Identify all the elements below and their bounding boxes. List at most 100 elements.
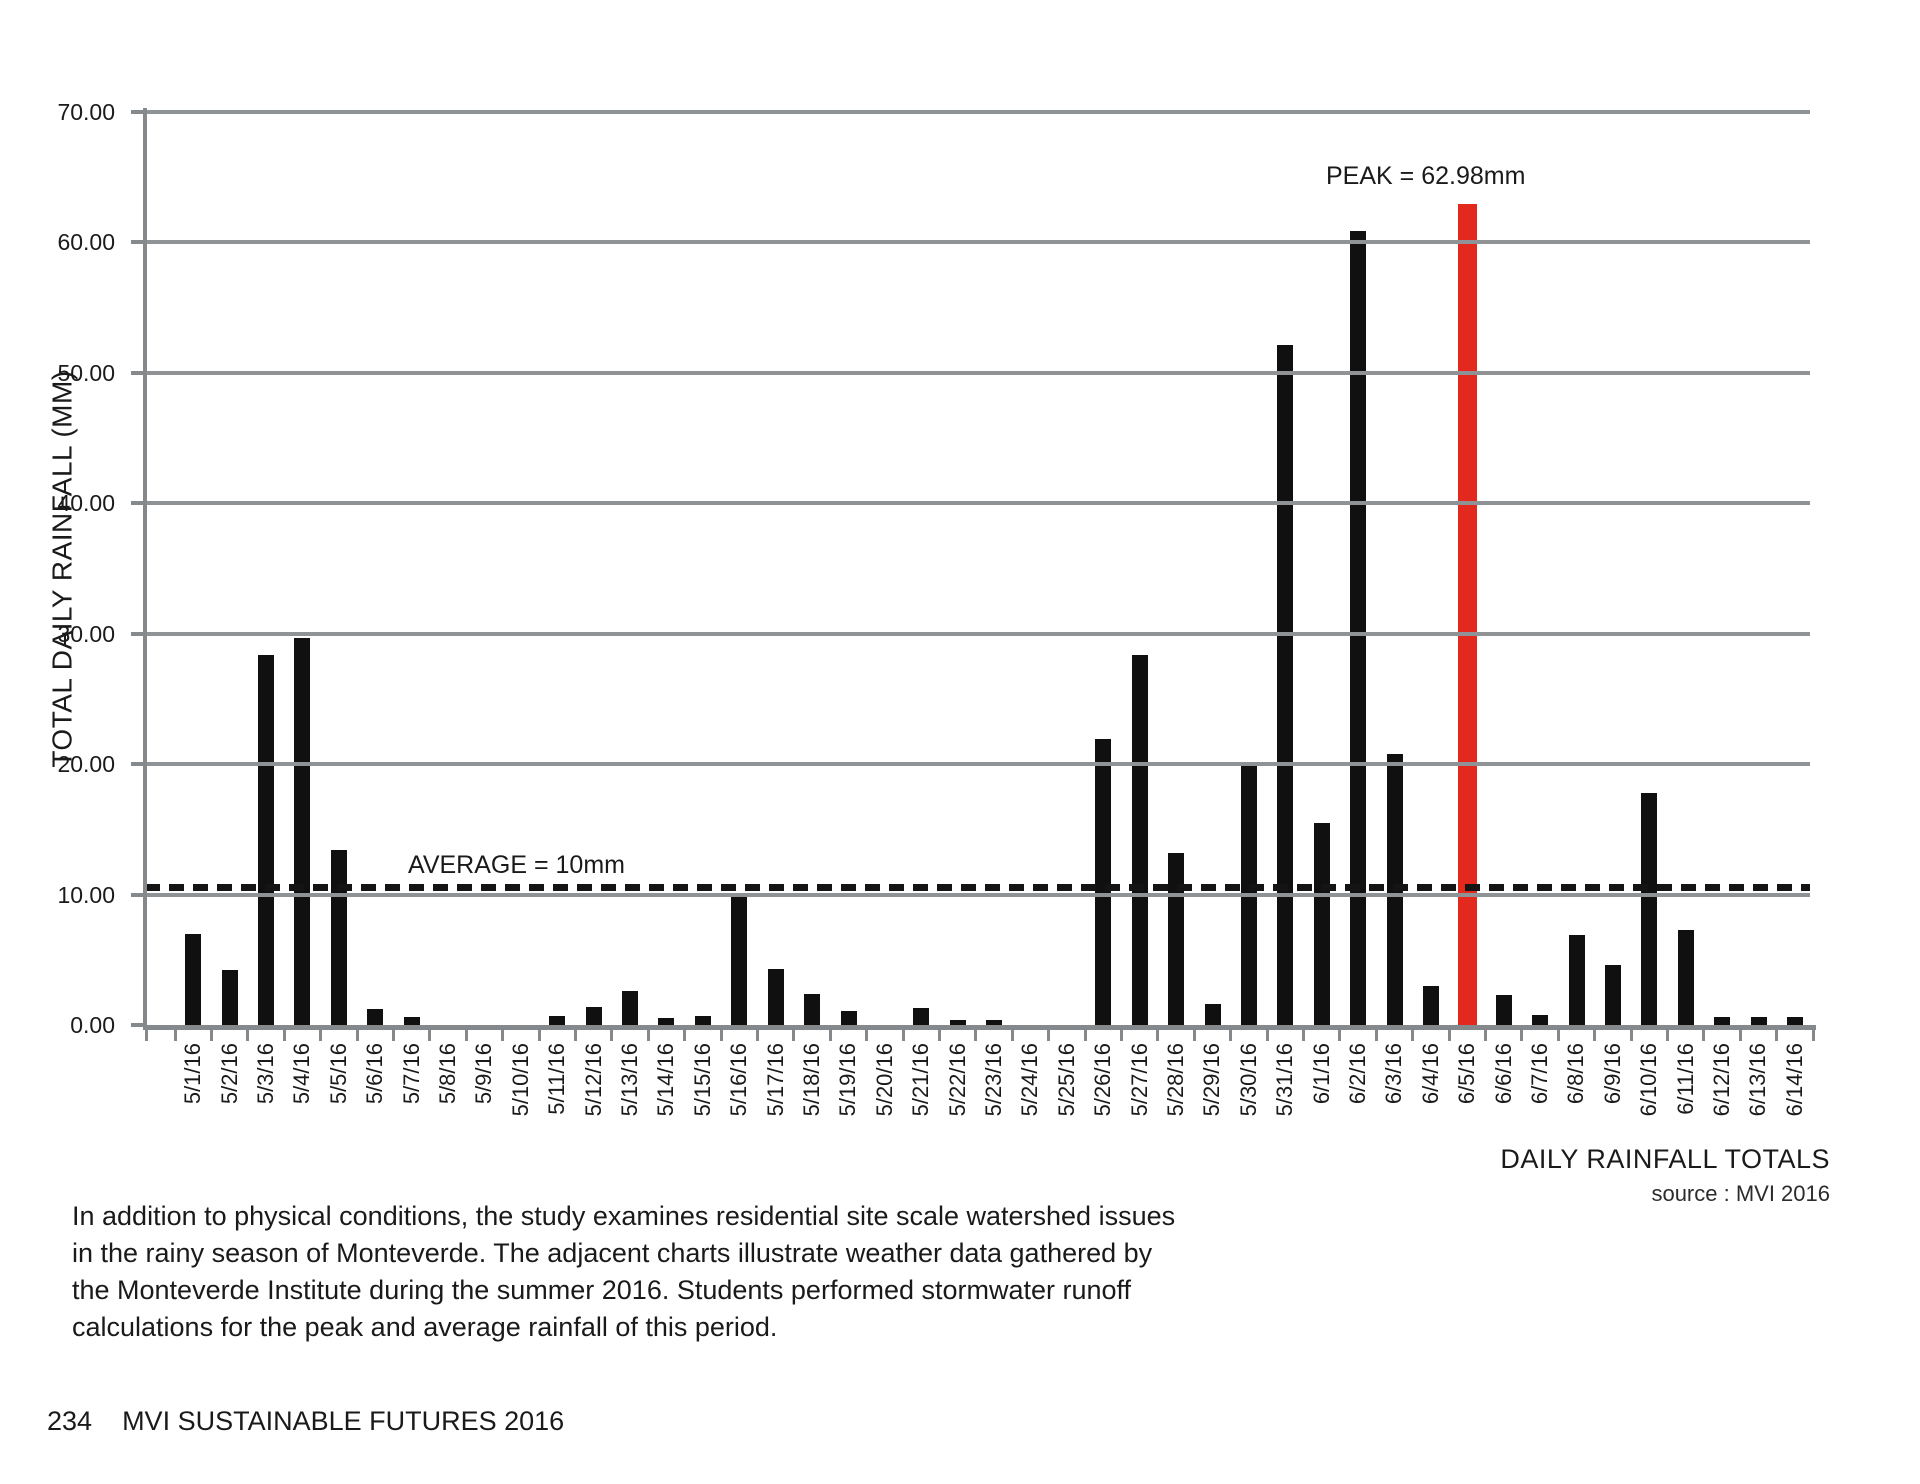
x-tick-label-text: 6/1/16 bbox=[1308, 1043, 1334, 1105]
bar-slot bbox=[648, 112, 684, 1025]
x-tick-label-text: 5/22/16 bbox=[944, 1043, 970, 1117]
bar-slot bbox=[1340, 112, 1376, 1025]
bar-slot bbox=[1122, 112, 1158, 1025]
bar bbox=[221, 970, 238, 1025]
x-tick-label-text: 5/20/16 bbox=[871, 1043, 897, 1117]
x-tick-marks bbox=[145, 1030, 1815, 1041]
bar-slot bbox=[1194, 112, 1230, 1025]
x-tick-mark bbox=[355, 1030, 359, 1041]
bar bbox=[1277, 345, 1294, 1025]
y-tick-label: 50.00 bbox=[57, 359, 115, 386]
x-tick-mark bbox=[1119, 1030, 1123, 1041]
bar bbox=[1787, 1017, 1804, 1025]
bar bbox=[694, 1015, 711, 1025]
y-tick-label: 0.00 bbox=[70, 1012, 115, 1038]
x-tick-label-text: 5/26/16 bbox=[1090, 1043, 1116, 1117]
peak-annotation: PEAK = 62.98mm bbox=[1326, 162, 1526, 190]
bar-slot bbox=[357, 112, 393, 1025]
x-tick-label: 6/5/16 bbox=[1454, 1043, 1479, 1183]
x-tick-mark bbox=[1338, 1030, 1342, 1041]
x-tick-mark bbox=[683, 1030, 687, 1041]
bar-slot bbox=[758, 112, 794, 1025]
bar bbox=[403, 1017, 420, 1025]
bar bbox=[1095, 739, 1112, 1025]
gridline bbox=[145, 631, 1810, 636]
bar-slot bbox=[211, 112, 247, 1025]
bar bbox=[1605, 965, 1622, 1025]
x-tick-label-text: 5/9/16 bbox=[471, 1043, 497, 1105]
y-tick-mark bbox=[131, 501, 145, 506]
x-tick-mark bbox=[828, 1030, 832, 1041]
x-tick-label-text: 5/13/16 bbox=[617, 1043, 642, 1117]
x-tick-label: 5/4/16 bbox=[289, 1043, 314, 1183]
x-tick-label-text: 5/28/16 bbox=[1163, 1043, 1188, 1117]
x-tick-label-text: 5/23/16 bbox=[981, 1043, 1006, 1117]
y-tick-mark bbox=[131, 762, 145, 767]
x-tick-label: 5/30/16 bbox=[1236, 1043, 1261, 1183]
bar-slot bbox=[175, 112, 211, 1025]
bar bbox=[1204, 1004, 1221, 1025]
x-tick-label: 5/26/16 bbox=[1090, 1043, 1116, 1183]
x-tick-label: 5/17/16 bbox=[763, 1043, 788, 1183]
x-tick-label: 5/11/16 bbox=[544, 1043, 570, 1183]
bar-slot bbox=[1267, 112, 1303, 1025]
x-tick-label-text: 5/15/16 bbox=[689, 1043, 715, 1117]
bar bbox=[185, 933, 202, 1025]
bar-slot bbox=[575, 112, 611, 1025]
gridline bbox=[145, 370, 1810, 375]
x-tick-mark bbox=[391, 1030, 395, 1041]
x-tick-label: 5/12/16 bbox=[581, 1043, 606, 1183]
bar bbox=[731, 895, 748, 1025]
y-tick-label: 10.00 bbox=[57, 881, 115, 908]
gridline bbox=[145, 240, 1810, 245]
x-tick-mark bbox=[1520, 1030, 1524, 1041]
x-tick-label-text: 5/16/16 bbox=[726, 1043, 752, 1117]
bar bbox=[767, 968, 784, 1025]
x-tick-mark bbox=[282, 1030, 286, 1041]
y-tick-label: 70.00 bbox=[57, 99, 115, 125]
bar bbox=[1168, 852, 1185, 1025]
x-tick-label: 6/3/16 bbox=[1381, 1043, 1406, 1183]
bar bbox=[1423, 985, 1440, 1025]
x-tick-label: 6/2/16 bbox=[1345, 1043, 1370, 1183]
x-tick-label: 5/9/16 bbox=[471, 1043, 497, 1183]
y-axis-line bbox=[143, 108, 147, 1030]
x-tick-label-text: 5/2/16 bbox=[216, 1043, 242, 1105]
x-tick-label-text: 6/2/16 bbox=[1345, 1043, 1370, 1105]
gridline bbox=[145, 110, 1810, 114]
x-tick-mark bbox=[1083, 1030, 1087, 1041]
x-tick-label: 5/23/16 bbox=[981, 1043, 1006, 1183]
x-tick-label: 5/13/16 bbox=[617, 1043, 642, 1183]
x-tick-label-text: 5/10/16 bbox=[507, 1043, 533, 1117]
bar bbox=[585, 1006, 602, 1025]
bar-slot bbox=[1413, 112, 1449, 1025]
bar-slot bbox=[539, 112, 575, 1025]
description-line: calculations for the peak and average ra… bbox=[72, 1312, 778, 1342]
x-tick-label: 5/18/16 bbox=[799, 1043, 824, 1183]
bar bbox=[949, 1019, 966, 1025]
x-tick-label-text: 6/4/16 bbox=[1417, 1043, 1443, 1105]
chart-title: DAILY RAINFALL TOTALS bbox=[1500, 1144, 1830, 1174]
x-tick-mark bbox=[1702, 1030, 1706, 1041]
x-tick-mark bbox=[209, 1030, 213, 1041]
x-tick-mark bbox=[974, 1030, 978, 1041]
y-tick-mark bbox=[131, 631, 145, 636]
x-tick-label-text: 5/1/16 bbox=[180, 1043, 206, 1105]
x-tick-mark bbox=[1156, 1030, 1160, 1041]
x-tick-label-text: 5/29/16 bbox=[1199, 1043, 1225, 1117]
y-tick-mark bbox=[131, 110, 145, 114]
bar bbox=[1714, 1017, 1731, 1025]
x-tick-label-text: 5/11/16 bbox=[544, 1043, 570, 1115]
y-tick-labels: 0.00 10.00 20.00 30.00 40.00 50.00 60.00 70.00 bbox=[0, 99, 131, 1038]
gridline bbox=[145, 501, 1810, 506]
y-tick-label: 20.00 bbox=[57, 751, 115, 778]
peak-bar bbox=[1457, 203, 1477, 1025]
x-tick-label-text: 5/7/16 bbox=[398, 1043, 424, 1105]
x-tick-label: 5/24/16 bbox=[1017, 1043, 1042, 1183]
x-tick-mark bbox=[1556, 1030, 1560, 1041]
bar-slot bbox=[1777, 112, 1813, 1025]
bar-slot bbox=[284, 112, 320, 1025]
y-tick-label: 40.00 bbox=[57, 490, 115, 517]
bar bbox=[330, 850, 347, 1025]
